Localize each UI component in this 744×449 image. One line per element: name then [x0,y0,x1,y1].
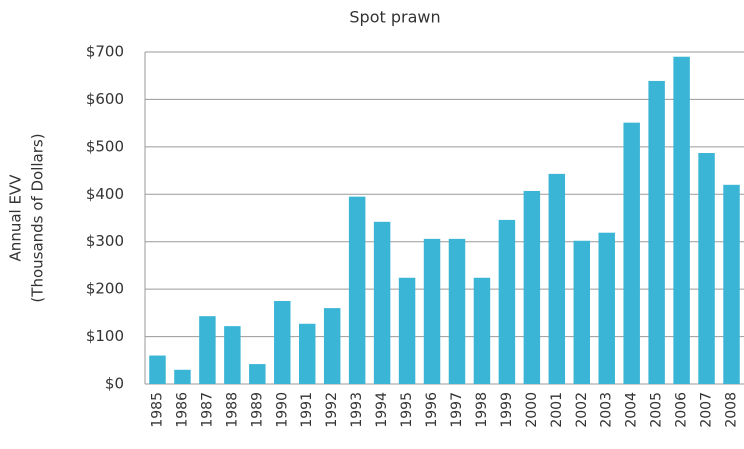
x-tick-label: 1996 [424,392,440,428]
x-tick-label: 1985 [149,392,165,428]
bar [274,301,291,384]
x-tick-label: 1995 [399,392,415,428]
bar [548,173,566,384]
bar [623,122,640,384]
y-tick-label: $400 [86,185,124,203]
y-tick-label: $600 [86,90,124,108]
bar [348,196,366,384]
y-tick-label: $0 [105,375,124,393]
y-tick-label: $100 [86,327,124,345]
x-tick-label: 2003 [599,392,615,428]
bar [298,323,316,384]
bar [673,56,690,384]
y-axis-label: Annual EVV [7,174,25,262]
y-tick-label: $500 [86,137,124,155]
bar [174,369,191,384]
bar [249,364,266,384]
x-tick-label: 2005 [649,392,665,428]
x-tick-label: 2002 [574,392,590,428]
x-tick-label: 1989 [249,392,265,428]
bar [523,190,541,384]
y-tick-label: $700 [86,43,124,61]
bar [598,232,615,384]
bar [698,153,715,384]
x-tick-label: 1986 [174,392,190,428]
bar [448,238,466,384]
x-tick-label: 1993 [349,392,365,428]
x-tick-label: 1994 [374,392,390,428]
bar [373,221,391,384]
x-tick-label: 2006 [674,392,690,428]
x-tick-label: 1991 [299,392,315,428]
bar [323,308,341,384]
bar [648,80,665,384]
x-tick-label: 2004 [624,392,640,428]
bar [473,277,491,384]
x-tick-label: 1990 [274,392,290,428]
x-tick-label: 1987 [199,392,215,428]
bar [573,240,591,384]
y-tick-label: $200 [86,280,124,298]
x-tick-label: 1999 [499,392,515,428]
bar [149,355,166,384]
x-tick-label: 1997 [449,392,465,428]
y-axis-label: (Thousands of Dollars) [29,133,47,302]
bar [423,238,441,384]
x-tick-label: 2000 [524,392,540,428]
x-tick-label: 2008 [724,392,740,428]
x-tick-label: 1988 [224,392,240,428]
x-tick-label: 1992 [324,392,340,428]
bar [398,277,416,384]
bar [224,326,241,384]
chart-title: Spot prawn [349,8,440,27]
x-tick-label: 1998 [474,392,490,428]
x-tick-label: 2001 [549,392,565,428]
bar [723,184,740,384]
bar [498,219,516,384]
x-tick-label: 2007 [699,392,715,428]
y-tick-label: $300 [86,232,124,250]
bar [199,316,216,384]
